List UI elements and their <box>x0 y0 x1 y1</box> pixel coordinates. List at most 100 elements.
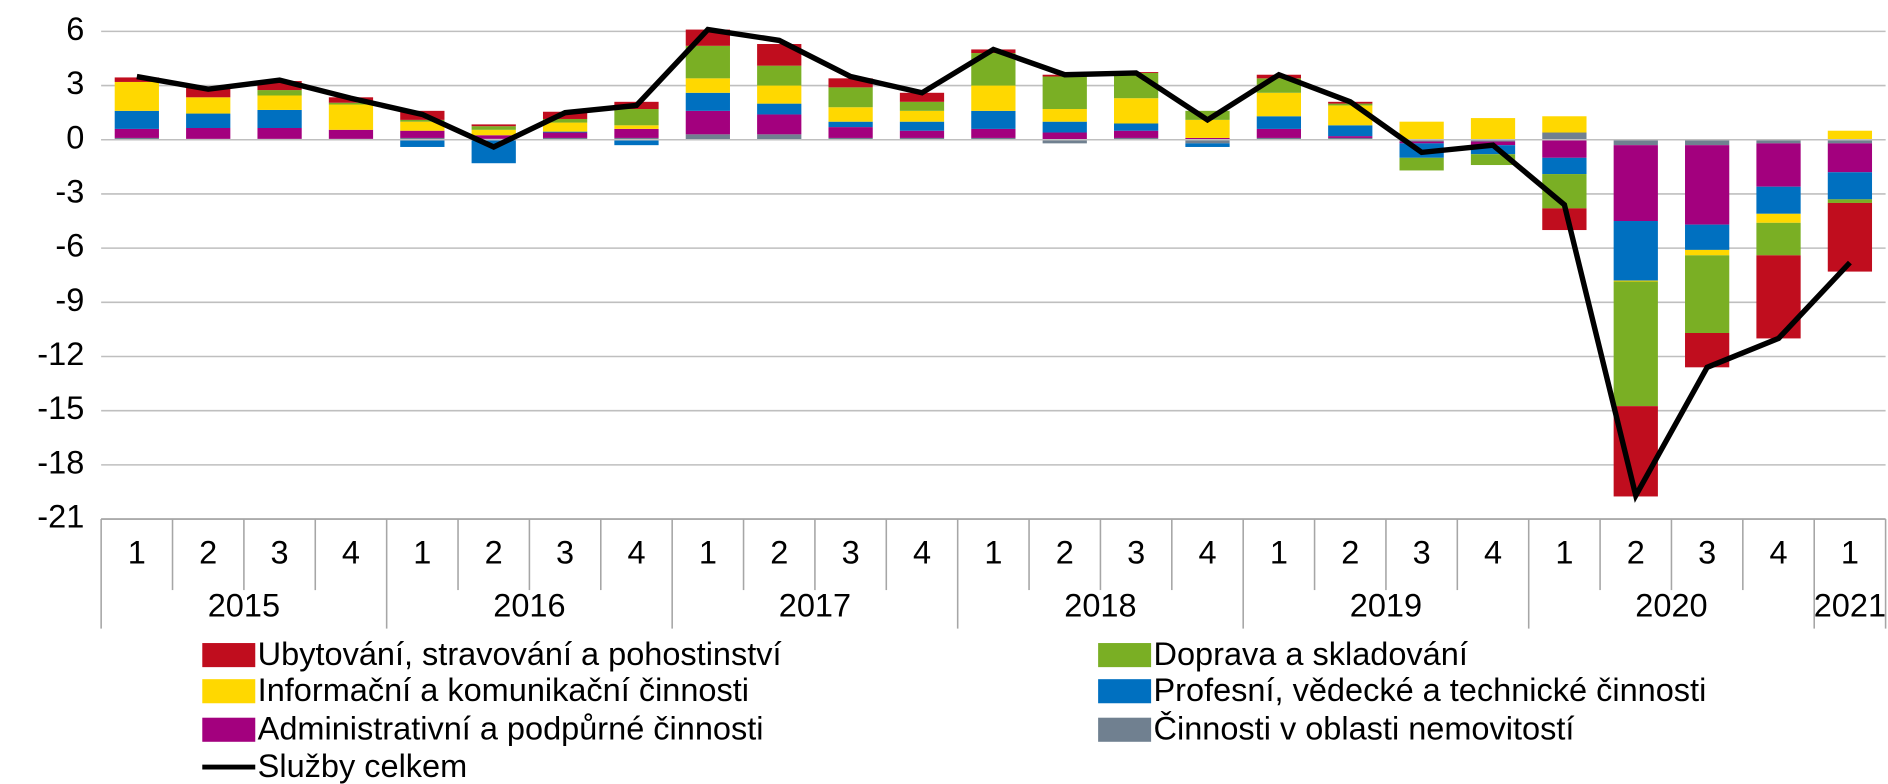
bar-segment <box>1113 137 1159 140</box>
bar-segment <box>542 131 588 133</box>
bar-segment <box>186 128 231 139</box>
x-tick-label: 3 <box>271 535 289 571</box>
bar-segment <box>1042 76 1087 110</box>
bar-segment <box>1827 172 1873 200</box>
bar-segment <box>1756 222 1801 256</box>
bar-segment <box>186 113 231 129</box>
x-tick-label: 4 <box>627 535 645 571</box>
x-tick-label: 3 <box>1698 535 1716 571</box>
x-tick-label: 4 <box>1769 535 1787 571</box>
bar-segment <box>114 77 159 82</box>
bar-segment <box>1399 121 1444 140</box>
bar-segment <box>899 92 945 102</box>
x-tick-label: 2 <box>485 535 503 571</box>
x-group-label: 2015 <box>208 588 280 624</box>
bar-segment <box>614 139 659 146</box>
y-tick-label: -12 <box>37 336 84 372</box>
bar-segment <box>1756 186 1801 214</box>
bar-segment <box>257 81 302 91</box>
bar-segment <box>542 118 588 123</box>
bar-segment <box>1256 137 1302 140</box>
bar-segment <box>614 128 659 138</box>
bar-segment <box>328 104 374 130</box>
y-tick-label: -15 <box>37 390 84 426</box>
bar-segment <box>685 45 730 79</box>
bar-segment <box>1185 143 1230 147</box>
bar-segment <box>328 102 374 105</box>
bar-segment <box>1399 157 1444 171</box>
bar-segment <box>614 125 659 129</box>
legend-label: Informační a komunikační činnosti <box>258 672 749 708</box>
legend-label: Administrativní a podpůrné činnosti <box>258 711 764 747</box>
x-tick-label: 1 <box>699 535 717 571</box>
bar-segment <box>471 135 516 139</box>
y-tick-label: 3 <box>66 65 84 101</box>
bar-segment <box>1827 199 1873 203</box>
bar-segment <box>1256 92 1302 117</box>
x-tick-label: 3 <box>556 535 574 571</box>
bar-segment <box>257 109 302 129</box>
bar-segment <box>828 78 873 88</box>
bar-segment <box>828 137 873 140</box>
bar-segment <box>614 109 659 126</box>
x-group-label: 2016 <box>493 588 565 624</box>
bar-segment <box>1613 280 1658 282</box>
bar-segment <box>899 121 945 131</box>
x-tick-label: 2 <box>1056 535 1074 571</box>
bar-segment <box>971 85 1016 111</box>
bar-segment <box>1542 157 1587 175</box>
bar-segment <box>685 134 730 140</box>
bar-segment <box>114 128 159 138</box>
y-tick-label: -6 <box>55 228 84 264</box>
bar-segment <box>542 122 588 132</box>
bar-segment <box>757 103 802 115</box>
bar-segment <box>471 124 516 127</box>
bar-segment <box>1470 118 1516 140</box>
bar-segment <box>1542 116 1587 133</box>
legend-swatch <box>1098 643 1152 668</box>
y-tick-label: -18 <box>37 444 84 480</box>
bar-segment <box>1113 130 1159 138</box>
bar-segment <box>1185 110 1230 120</box>
legend-label: Ubytování, stravování a pohostinství <box>258 636 782 672</box>
bar-segment <box>1185 119 1230 138</box>
bar-segment <box>757 65 802 86</box>
x-tick-label: 3 <box>842 535 860 571</box>
bar-segment <box>1613 145 1658 222</box>
legend-label: Činnosti v oblasti nemovitostí <box>1154 710 1575 747</box>
x-tick-label: 1 <box>1270 535 1288 571</box>
bar-segment <box>899 101 945 111</box>
bar-segment <box>1827 143 1873 173</box>
bar-segment <box>471 139 516 164</box>
bar-segment <box>471 129 516 136</box>
x-tick-label: 1 <box>413 535 431 571</box>
x-group-label: 2018 <box>1064 588 1136 624</box>
bar-segment <box>971 137 1016 140</box>
bar-segment <box>828 87 873 108</box>
bar-segment <box>757 85 802 104</box>
bar-segment <box>471 126 516 130</box>
bar-segment <box>1328 125 1373 137</box>
bar-segment <box>828 121 873 128</box>
y-tick-label: -3 <box>55 174 84 210</box>
bar-segment <box>257 95 302 110</box>
x-group-label: 2019 <box>1350 588 1422 624</box>
bar-segment <box>1827 130 1873 140</box>
bar-segment <box>1542 208 1587 231</box>
legend-swatch <box>1098 717 1152 742</box>
bar-segment <box>542 137 588 140</box>
bar-segment <box>899 137 945 140</box>
legend-label: Služby celkem <box>258 748 468 784</box>
bar-segment <box>1042 121 1087 133</box>
bar-segment <box>1542 139 1587 158</box>
bar-segment <box>1613 221 1658 281</box>
bar-segment <box>1685 139 1730 146</box>
bar-segment <box>757 114 802 135</box>
y-tick-label: 0 <box>66 119 84 155</box>
y-tick-label: -9 <box>55 282 84 318</box>
x-group-label: 2021 <box>1814 588 1886 624</box>
legend-swatch <box>202 717 256 742</box>
bar-segment <box>1328 136 1373 138</box>
x-tick-label: 3 <box>1127 535 1145 571</box>
